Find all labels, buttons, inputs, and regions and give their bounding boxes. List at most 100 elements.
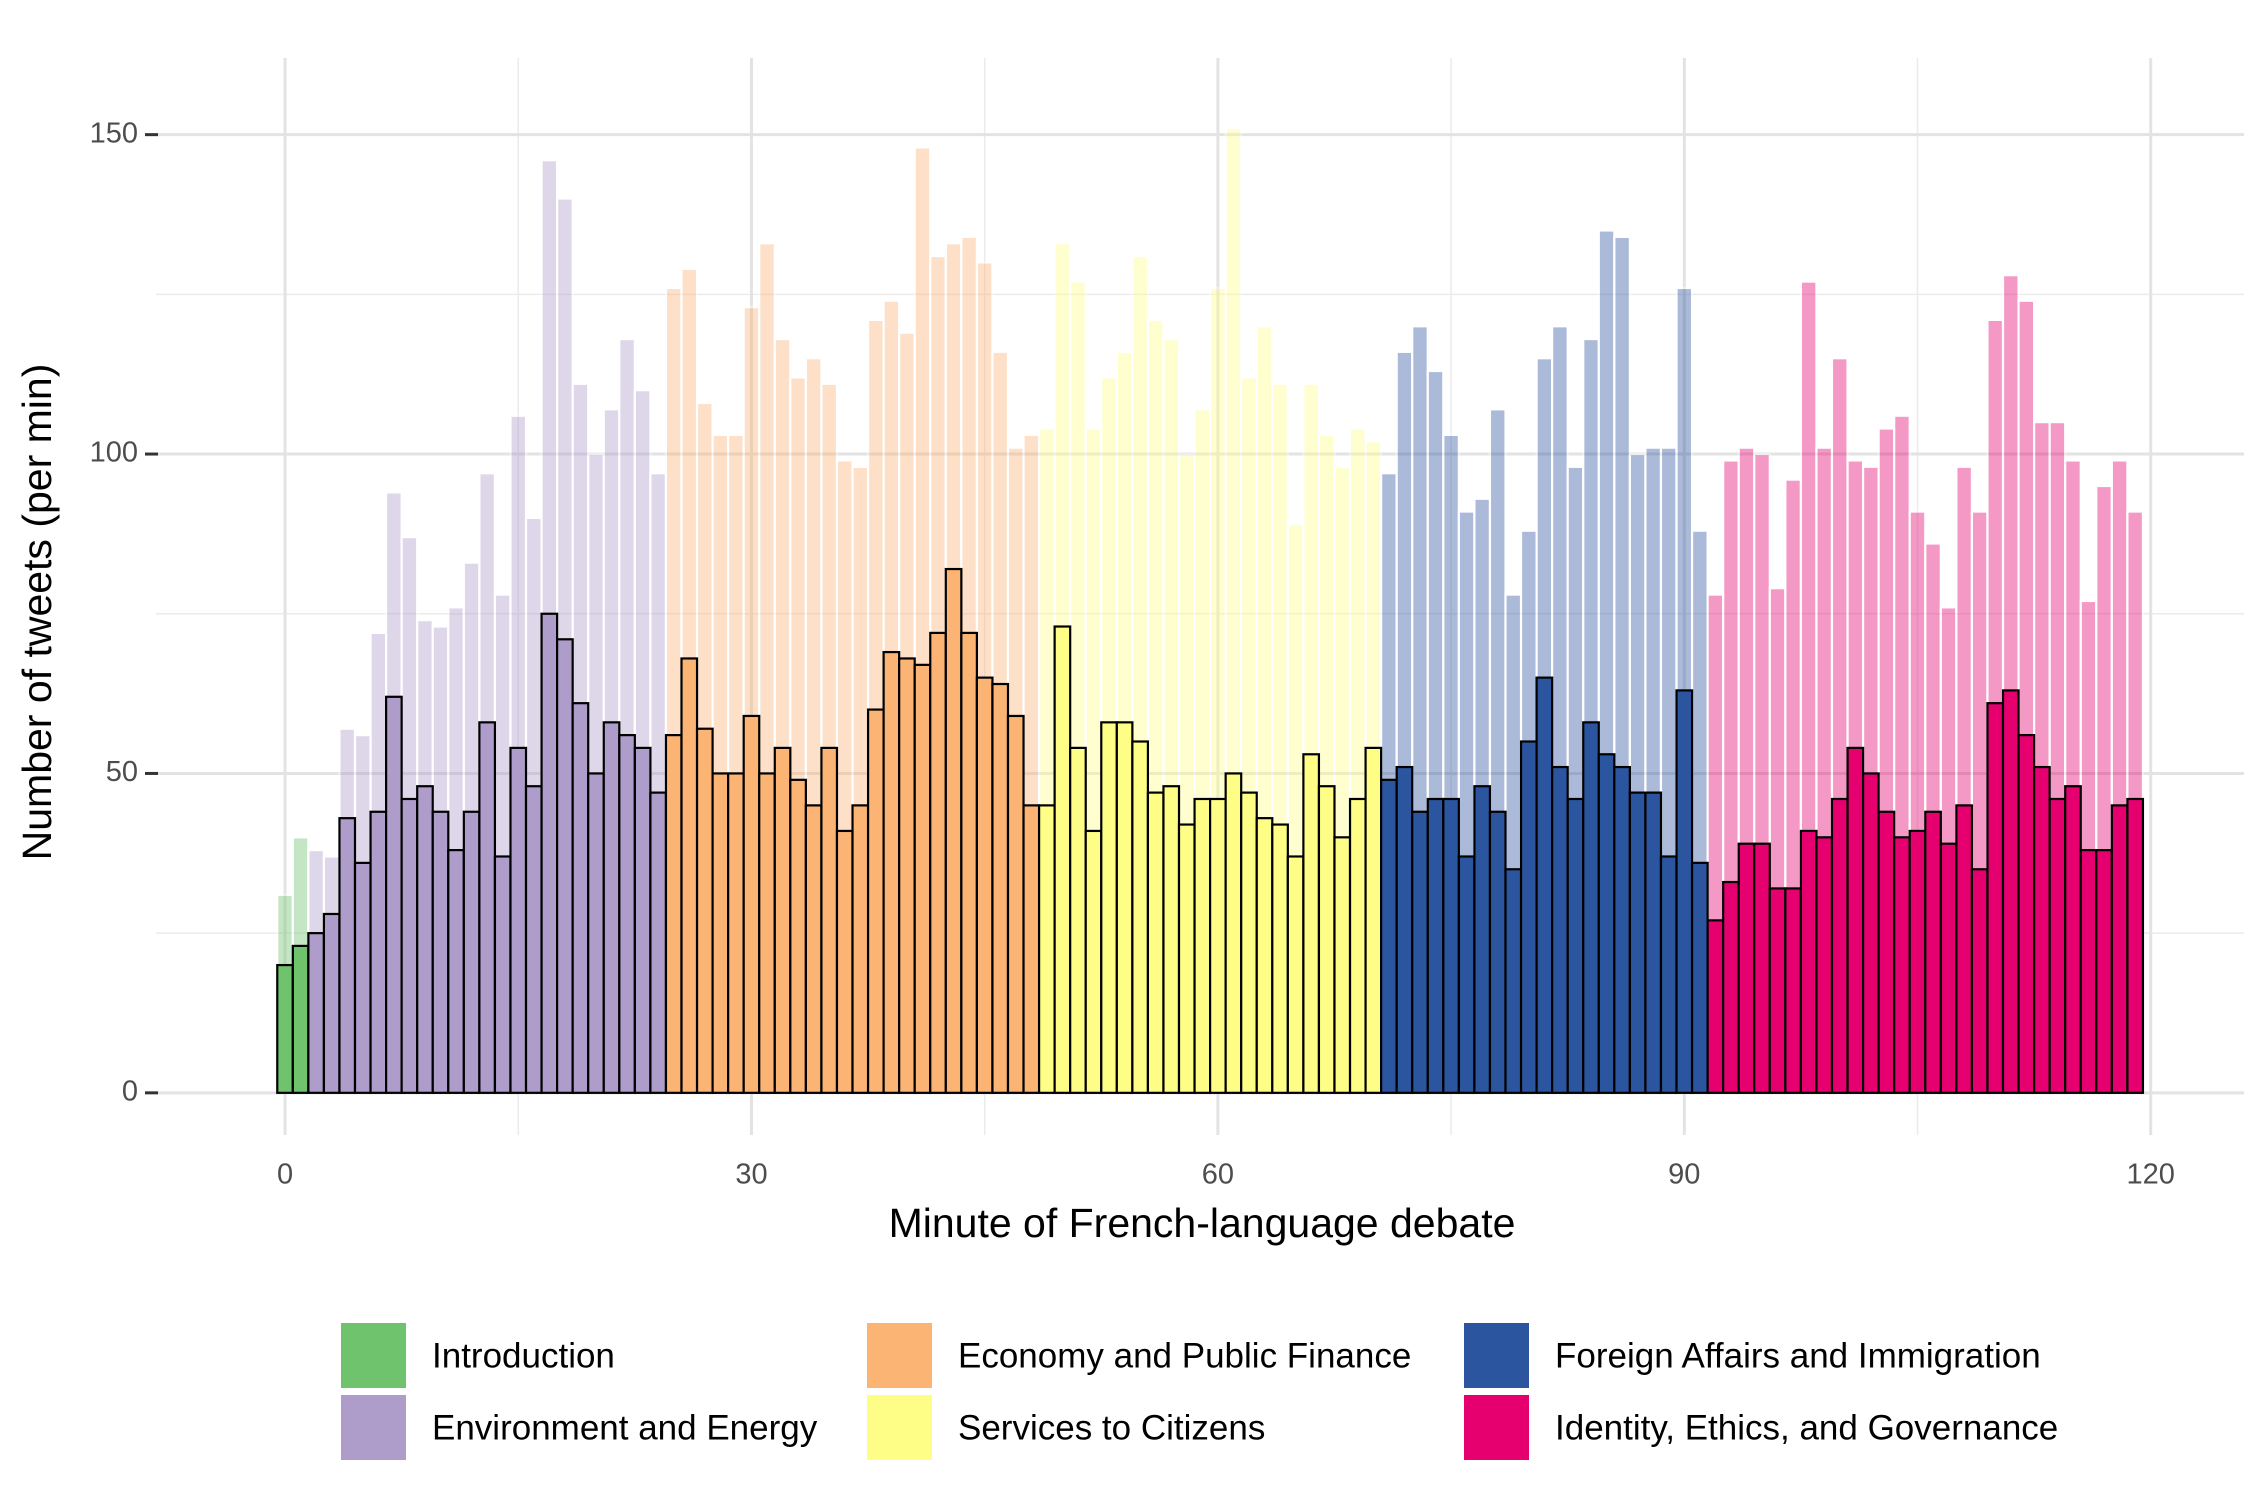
bar [1644,791,1663,1094]
legend-key [1464,1323,1529,1388]
bar [1784,887,1803,1094]
y-tick-label: 150 [90,117,138,149]
bar [1659,855,1678,1094]
bar [1488,810,1507,1094]
bar [2048,797,2067,1094]
bar [1364,746,1383,1094]
bar [1442,797,1460,1094]
bar-series [276,567,2145,1094]
y-tick-label: 0 [122,1075,138,1107]
bar [587,772,605,1094]
bar [742,714,761,1094]
bar [929,631,947,1094]
bar [524,785,543,1094]
bar [571,702,590,1094]
bar [1597,753,1616,1094]
bar [851,804,870,1094]
bar [416,785,434,1094]
bar [1317,785,1336,1094]
bar [1519,740,1538,1094]
legend-label: Foreign Affairs and Immigration [1555,1336,2041,1375]
bar [1069,746,1087,1094]
bar [835,829,854,1094]
bar [1271,823,1289,1094]
bar [1006,714,1025,1094]
legend-label: Services to Citizens [958,1408,1265,1447]
bar [2001,689,2020,1094]
x-tick-label: 30 [735,1159,767,1191]
bar [618,734,636,1094]
bar [400,797,419,1094]
bar [1613,765,1631,1094]
legend-label: Introduction [432,1336,615,1375]
bar [1908,829,1927,1094]
y-axis-title: Number of tweets (per min) [14,364,60,861]
bar [1457,855,1476,1094]
bar [1893,836,1911,1094]
legend-key [341,1323,406,1388]
bar [1162,785,1181,1094]
bar [1690,861,1709,1094]
bar [369,810,388,1094]
bar [1348,797,1367,1094]
bar [1986,702,2005,1094]
bar [1131,740,1150,1094]
bar [478,721,497,1094]
bar [1955,804,1974,1094]
bar [664,734,683,1094]
bar [1830,797,1849,1094]
x-tick-label: 60 [1202,1159,1234,1191]
bar [2110,804,2129,1094]
bar [1815,836,1834,1094]
bar [307,932,326,1094]
bar [913,663,932,1094]
bar [1753,842,1771,1094]
bar [1380,778,1398,1094]
bar [1706,919,1725,1094]
bar [338,817,357,1094]
x-tick-label: 0 [277,1159,293,1191]
legend-key [867,1395,932,1460]
x-tick-label: 90 [1668,1159,1700,1191]
bar [1286,855,1305,1094]
bar [773,746,792,1094]
bar [758,772,776,1094]
bar [1053,625,1072,1094]
bar [1411,810,1429,1094]
bar [820,746,839,1094]
bar [1722,880,1740,1094]
bar [960,631,978,1094]
bar [991,682,1010,1094]
bar [1193,797,1212,1094]
bar [1395,765,1414,1094]
bar [1939,842,1958,1094]
bar [2033,765,2051,1094]
bar [1504,868,1523,1094]
bar [602,721,621,1094]
bar [1566,797,1585,1094]
bar [1037,804,1056,1094]
legend-key [341,1395,406,1460]
legend-key [867,1323,932,1388]
bar [695,727,714,1094]
bar [556,638,574,1094]
bar [1582,721,1600,1094]
bar [431,810,450,1094]
bar [898,657,916,1094]
bar [1177,823,1196,1094]
legend-label: Environment and Energy [432,1408,818,1447]
bar [1115,721,1134,1094]
bar [322,912,341,1094]
bar [1737,842,1756,1094]
bar [1768,887,1787,1094]
bar [1970,868,1989,1094]
legend-label: Identity, Ethics, and Governance [1555,1408,2058,1447]
bar [1426,797,1445,1094]
y-tick-label: 50 [106,756,138,788]
bar [1255,817,1274,1094]
bar [1333,836,1352,1094]
bar [727,772,745,1094]
bar [462,810,481,1094]
legend-label: Economy and Public Finance [958,1336,1411,1375]
